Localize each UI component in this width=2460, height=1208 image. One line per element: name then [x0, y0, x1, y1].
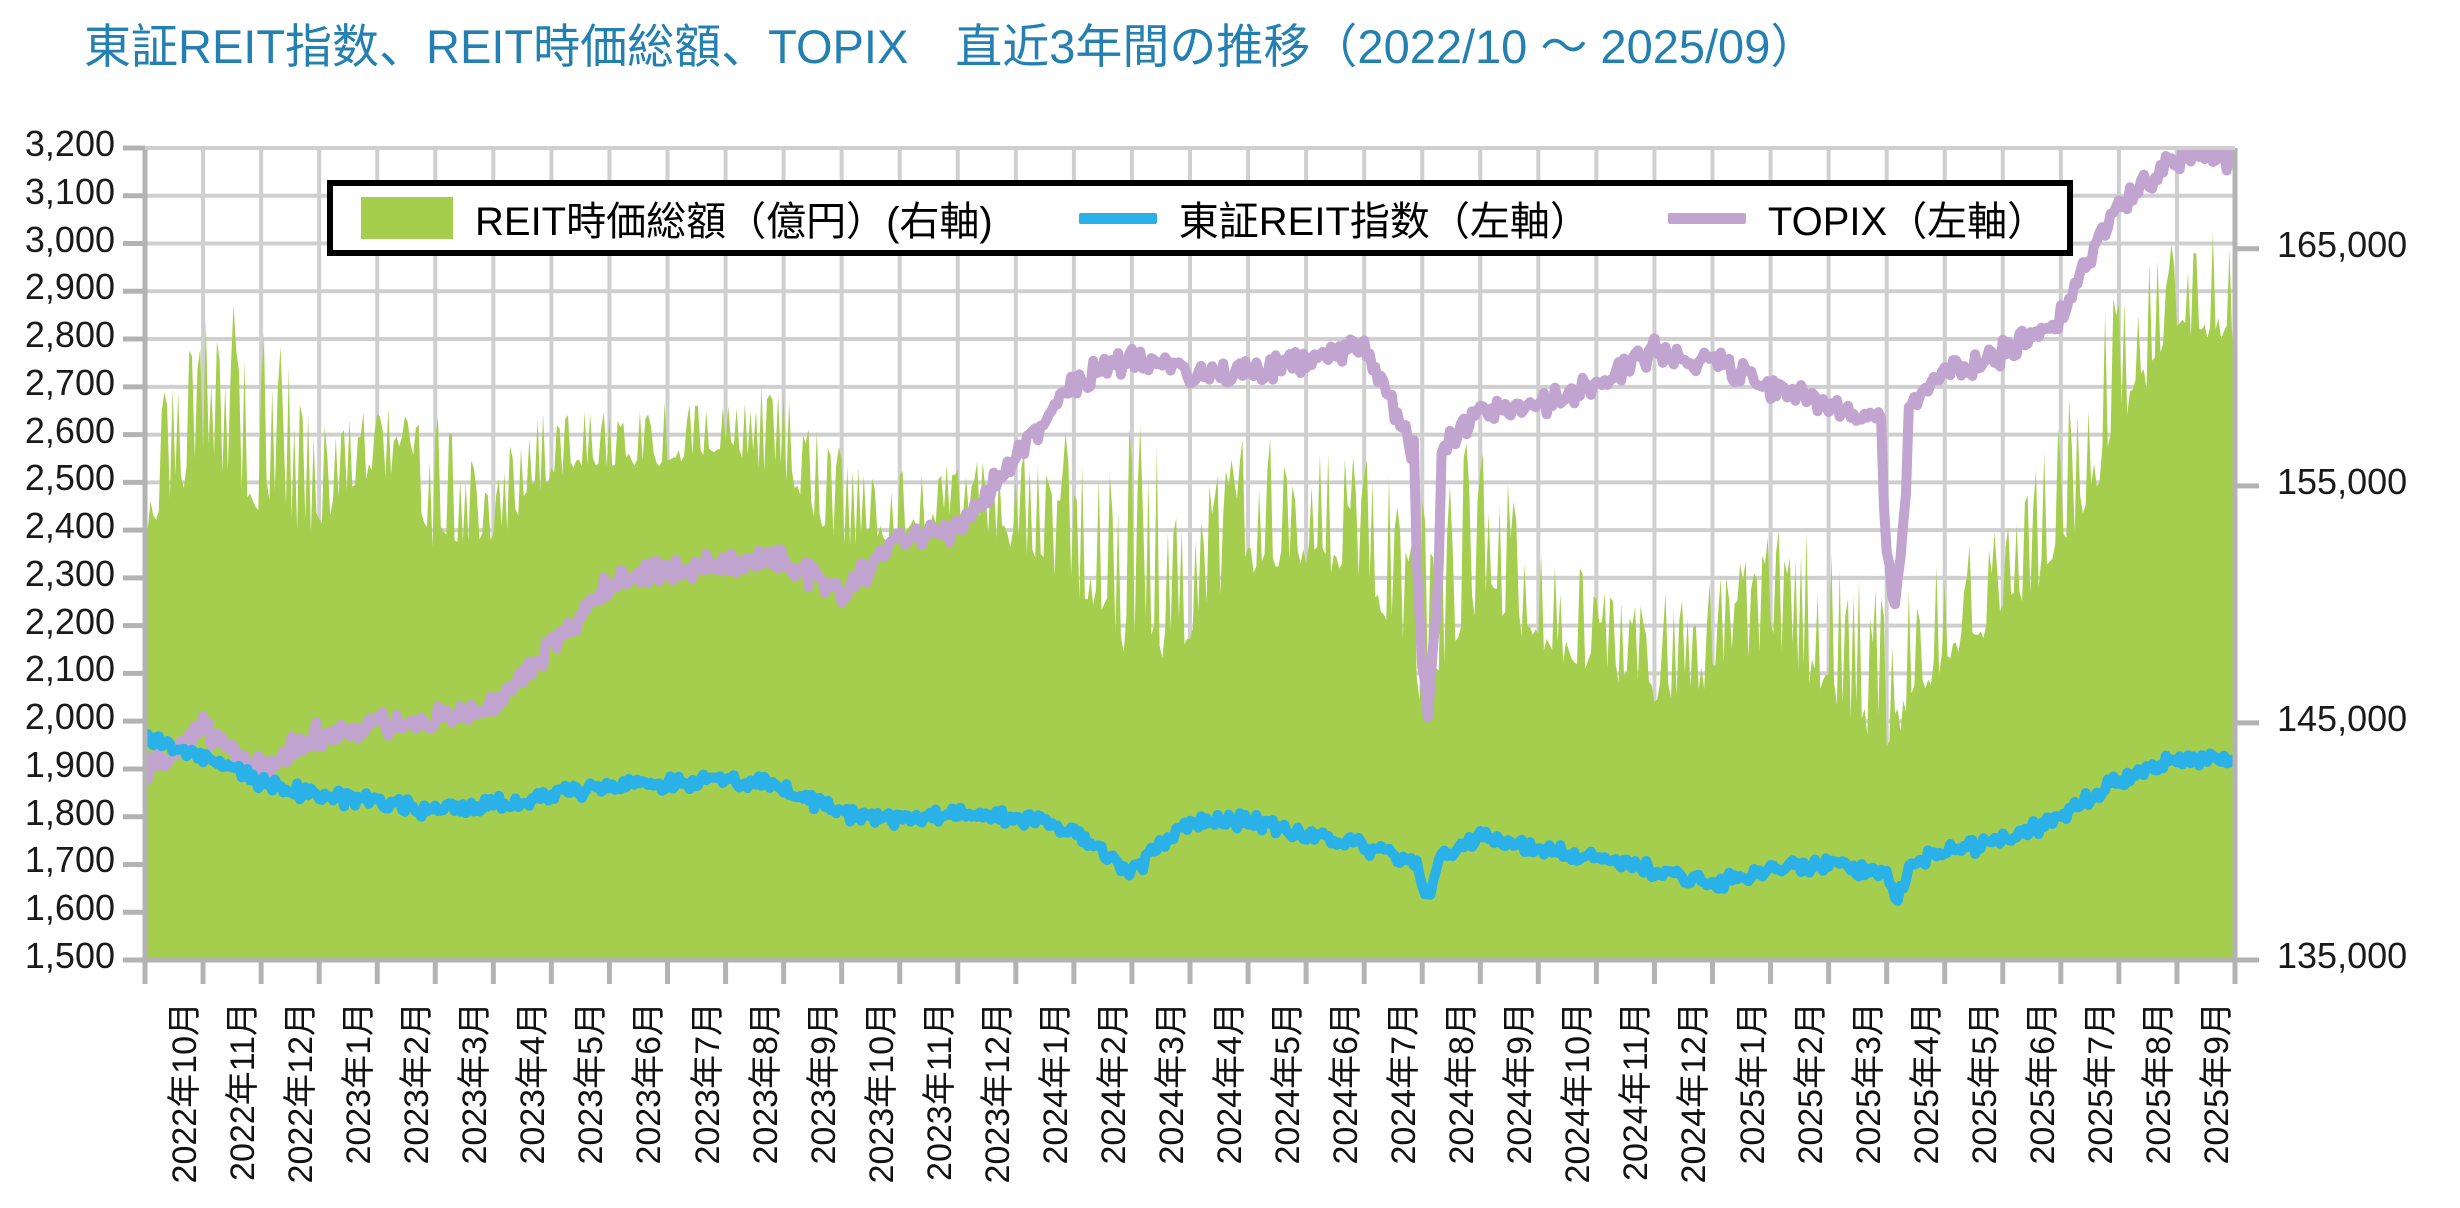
y-axis-left-tick-label: 3,200 — [24, 123, 115, 164]
x-axis-tick-label: 2024年3月 — [1152, 1002, 1191, 1165]
x-axis-tick-label: 2023年7月 — [688, 1002, 727, 1165]
axis-tickmarks — [123, 145, 2259, 984]
y-axis-left-tick-label: 2,600 — [24, 409, 115, 451]
x-axis-tick-label: 2023年11月 — [920, 1002, 959, 1181]
x-axis-tick-label: 2023年8月 — [746, 1002, 785, 1165]
y-axis-left-tick-label: 1,600 — [24, 887, 115, 929]
x-axis-tick-label: 2023年1月 — [340, 1002, 379, 1165]
x-axis-tick-label: 2024年2月 — [1094, 1002, 1133, 1165]
x-axis-tick-label: 2025年1月 — [1733, 1002, 1772, 1165]
x-axis-tick-label: 2025年9月 — [2197, 1002, 2236, 1165]
legend-item-topix[interactable]: TOPIX（左軸） — [1667, 189, 2048, 247]
x-axis-tick-label: 2024年4月 — [1211, 1002, 1250, 1165]
y-axis-left-tick-label: 2,300 — [24, 552, 115, 594]
x-axis-tick-label: 2022年11月 — [224, 1002, 263, 1181]
y-axis-left-tick-label: 2,400 — [24, 505, 115, 547]
x-axis-tick-label: 2023年3月 — [456, 1002, 495, 1165]
topix-line — [145, 148, 2235, 787]
x-axis-tick-label: 2023年2月 — [398, 1002, 437, 1165]
x-axis-tick-label: 2024年1月 — [1036, 1002, 1075, 1165]
x-axis-tick-label: 2025年6月 — [2023, 1002, 2062, 1165]
legend-label-topix: TOPIX（左軸） — [1767, 200, 2048, 244]
x-axis-tick-label: 2024年12月 — [1675, 1002, 1714, 1184]
x-axis-tick-label: 2025年4月 — [1907, 1002, 1946, 1165]
y-axis-left-tick-label: 2,500 — [24, 457, 115, 499]
y-axis-left-tick-label: 3,100 — [24, 170, 115, 212]
y-axis-left-tick-label: 1,700 — [24, 839, 115, 881]
y-axis-right-tick-label: 135,000 — [2277, 935, 2408, 976]
y-axis-left-tick-label: 2,000 — [24, 696, 115, 738]
y-axis-left-tick-label: 1,900 — [24, 743, 115, 785]
x-axis-tick-label: 2025年5月 — [1965, 1002, 2004, 1165]
page-title: 東証REIT指数、REIT時価総額、TOPIX 直近3年間の推移（2022/10… — [84, 20, 1818, 73]
y-axis-left-tick-label: 2,900 — [24, 266, 115, 308]
x-axis-tick-label: 2022年10月 — [166, 1002, 205, 1184]
chart-legend: REIT時価総額（億円）(右軸) 東証REIT指数（左軸） TOPIX（左軸） — [327, 180, 2073, 256]
legend-item-reit-index[interactable]: 東証REIT指数（左軸） — [1078, 189, 1590, 247]
x-axis-tick-label: 2025年3月 — [1849, 1002, 1888, 1165]
x-axis-tick-label: 2023年5月 — [572, 1002, 611, 1165]
x-axis-tick-label: 2024年9月 — [1501, 1002, 1540, 1165]
y-axis-left-tick-label: 1,800 — [24, 791, 115, 833]
y-axis-left-tick-label: 2,700 — [24, 361, 115, 403]
series-lines — [145, 148, 2235, 906]
legend-line-swatch-blue-icon — [1078, 212, 1157, 224]
x-axis-tick-label: 2022年12月 — [282, 1002, 321, 1184]
x-axis-tick-label: 2023年9月 — [804, 1002, 843, 1165]
y-axis-right-tick-label: 155,000 — [2277, 460, 2408, 502]
x-axis-tick-label: 2023年6月 — [630, 1002, 669, 1165]
legend-line-swatch-purple-icon — [1667, 212, 1746, 224]
x-axis-tick-label: 2024年6月 — [1327, 1002, 1366, 1165]
x-axis-tick-label: 2023年10月 — [862, 1002, 901, 1184]
x-axis-tick-label: 2025年7月 — [2081, 1002, 2120, 1165]
y-axis-left-tick-label: 2,200 — [24, 600, 115, 642]
y-axis-left-tick-label: 2,800 — [24, 314, 115, 356]
legend-label-reit-market-cap: REIT時価総額（億円）(右軸) — [475, 200, 993, 244]
legend-area-swatch-icon — [361, 197, 453, 239]
x-axis-tick-label: 2025年8月 — [2139, 1002, 2178, 1165]
legend-item-reit-market-cap[interactable]: REIT時価総額（億円）(右軸) — [361, 189, 993, 247]
y-axis-left-tick-label: 3,000 — [24, 218, 115, 260]
y-axis-left-tick-label: 1,500 — [24, 935, 115, 976]
x-axis-tick-label: 2023年12月 — [978, 1002, 1017, 1184]
reit-index-line — [145, 729, 2235, 906]
x-axis-tick-label: 2024年11月 — [1617, 1002, 1656, 1181]
x-axis-tick-label: 2025年2月 — [1791, 1002, 1830, 1165]
y-axis-right-tick-label: 165,000 — [2277, 223, 2408, 265]
x-axis-tick-label: 2023年4月 — [514, 1002, 553, 1165]
x-axis-tick-label: 2024年5月 — [1269, 1002, 1308, 1165]
y-axis-right-tick-label: 145,000 — [2277, 697, 2408, 739]
y-axis-left-tick-label: 2,100 — [24, 648, 115, 690]
x-axis-tick-label: 2024年8月 — [1443, 1002, 1482, 1165]
legend-label-reit-index: 東証REIT指数（左軸） — [1178, 200, 1590, 244]
x-axis-tick-label: 2024年7月 — [1385, 1002, 1424, 1165]
x-axis-tick-label: 2024年10月 — [1559, 1002, 1598, 1184]
